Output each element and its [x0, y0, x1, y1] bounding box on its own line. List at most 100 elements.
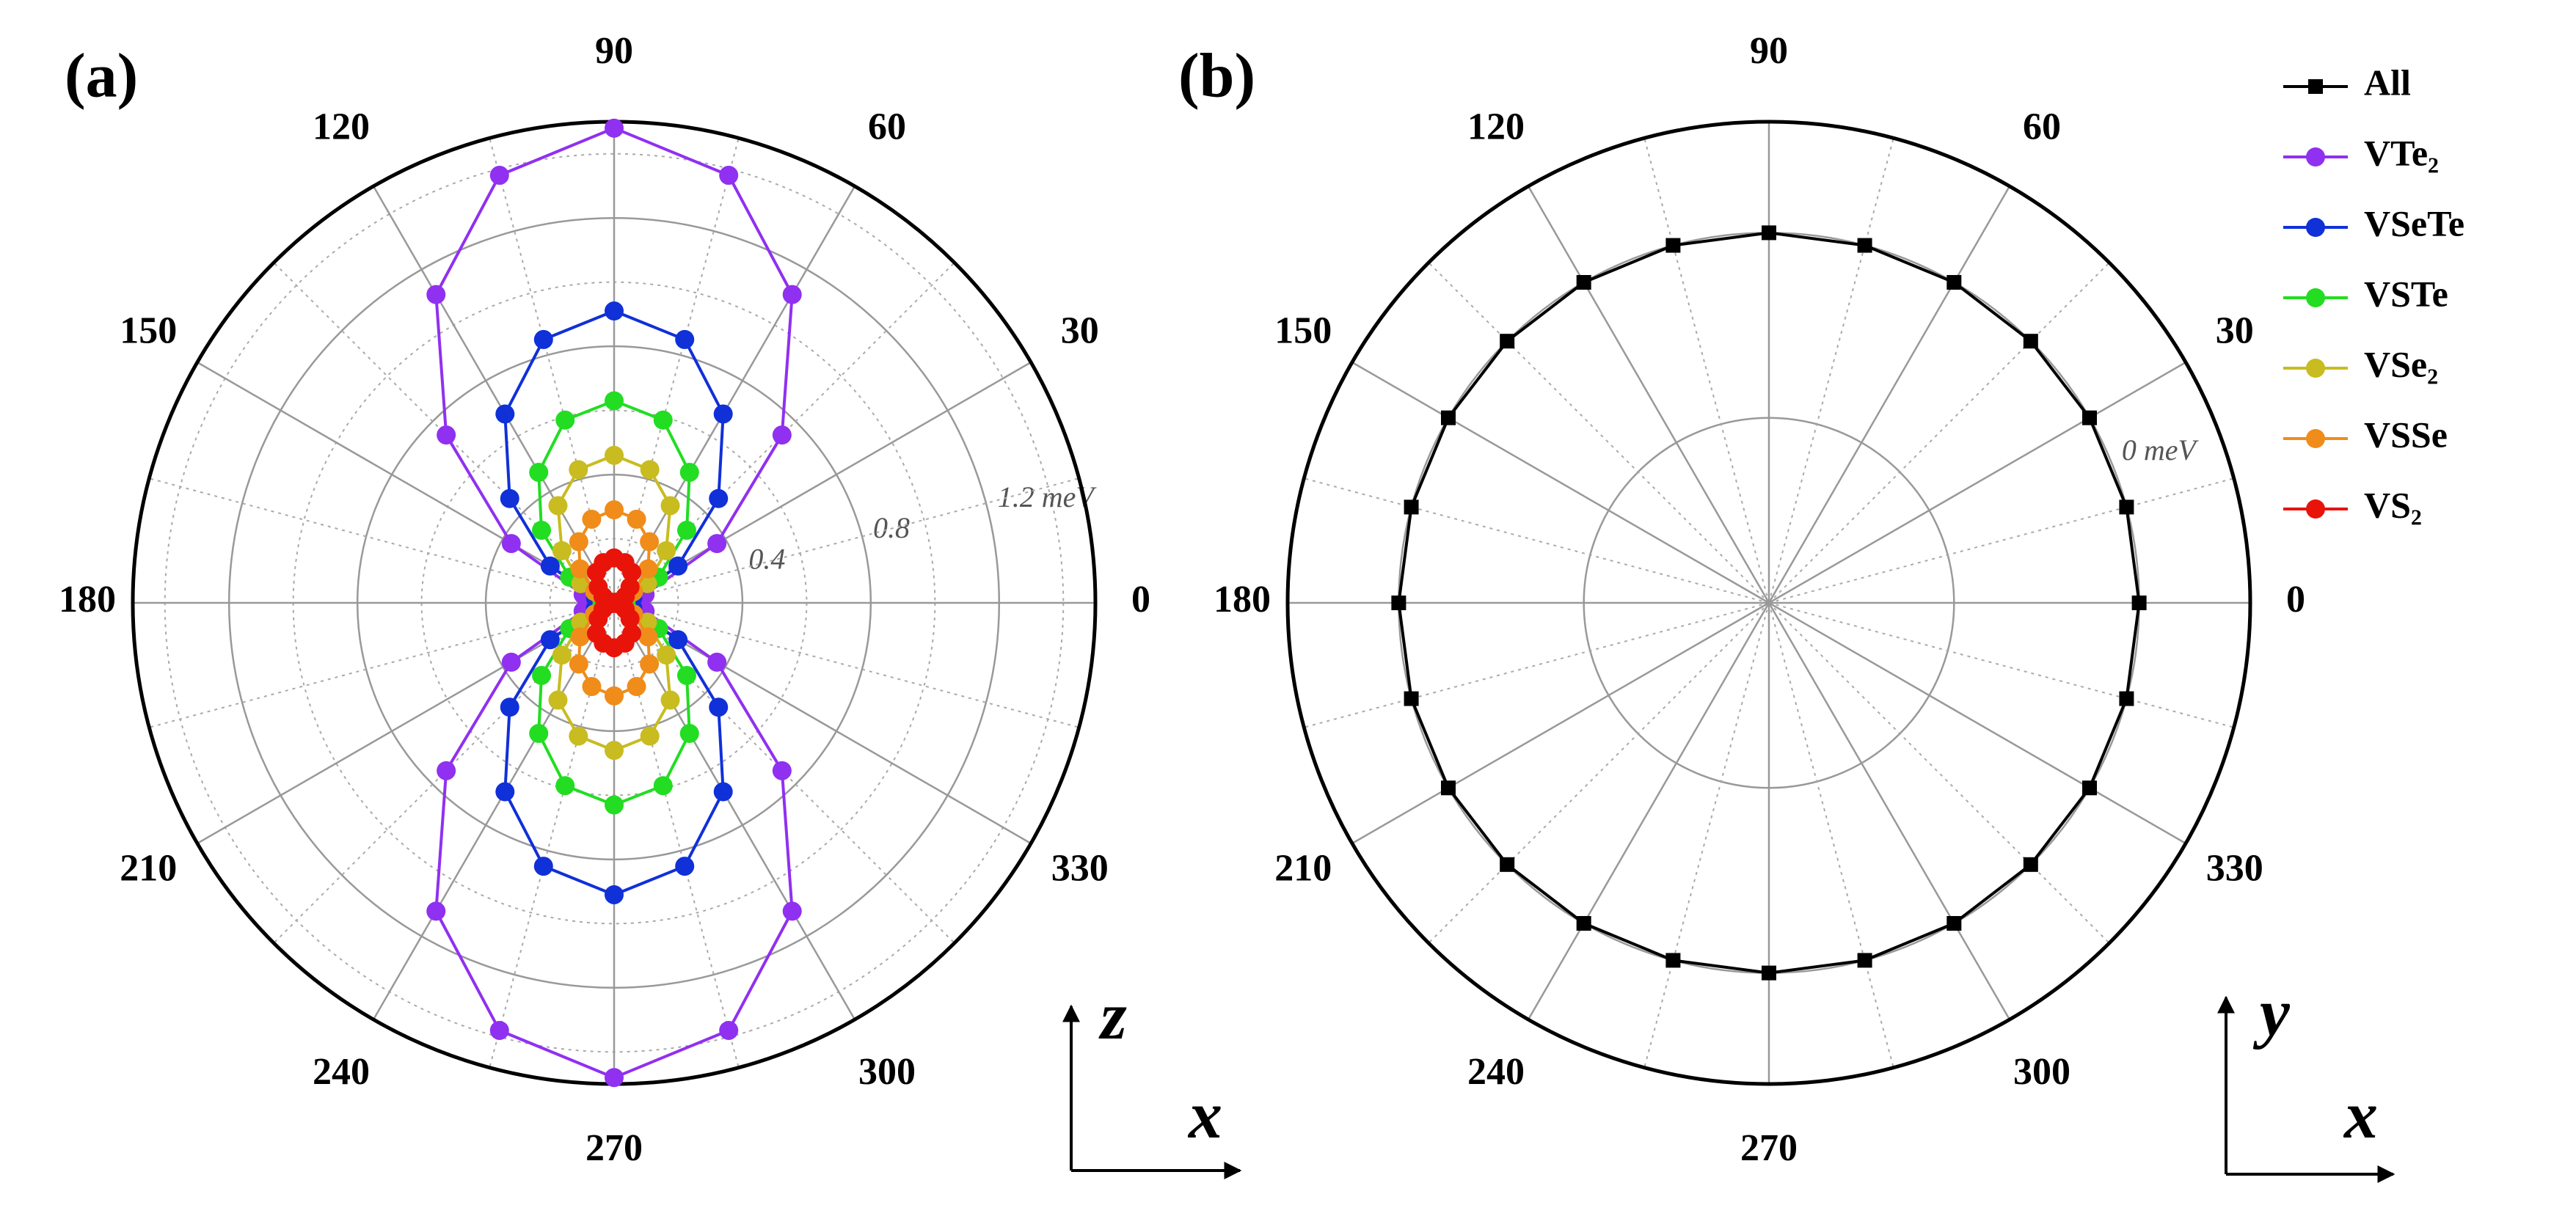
angle-tick-label: 270	[585, 1127, 643, 1169]
marker	[570, 627, 590, 647]
marker	[1665, 238, 1681, 253]
marker	[426, 901, 446, 921]
marker	[501, 652, 521, 672]
marker	[605, 686, 624, 706]
marker	[1576, 916, 1591, 931]
marker	[638, 627, 658, 647]
marker	[533, 857, 553, 876]
panel-label: (a)	[65, 40, 138, 111]
legend-marker	[2306, 499, 2325, 519]
marker	[607, 594, 627, 614]
marker	[1500, 857, 1515, 872]
marker	[640, 532, 660, 552]
marker	[605, 884, 624, 904]
marker	[1665, 953, 1681, 968]
marker	[1440, 410, 1456, 425]
marker	[772, 425, 792, 445]
marker	[679, 462, 699, 482]
minor-spoke	[1768, 477, 2234, 604]
marker	[676, 521, 696, 541]
minor-spoke	[1643, 138, 1770, 604]
marker	[676, 665, 696, 685]
minor-spoke	[1643, 602, 1770, 1068]
marker	[582, 677, 602, 697]
marker	[1576, 274, 1591, 290]
legend-label: VTe₂	[2364, 132, 2439, 173]
marker	[605, 1068, 624, 1088]
legend-marker	[2306, 288, 2325, 307]
axis-label: x	[1187, 1077, 1222, 1152]
spoke	[1527, 602, 1770, 1020]
minor-spoke	[613, 138, 740, 604]
marker	[668, 630, 688, 650]
marker	[657, 645, 676, 665]
spoke	[613, 186, 856, 604]
marker	[640, 460, 660, 480]
minor-spoke	[1768, 602, 1894, 1068]
spoke	[1767, 602, 2011, 1020]
minor-spoke	[149, 602, 615, 728]
marker	[1946, 916, 1962, 931]
marker	[605, 391, 624, 411]
spoke	[1351, 361, 1770, 604]
minor-spoke	[1304, 477, 1770, 604]
marker	[1391, 596, 1406, 610]
legend-marker	[2306, 218, 2325, 237]
minor-spoke	[613, 602, 740, 1068]
minor-spoke	[1428, 262, 1770, 604]
angle-tick-label: 180	[59, 579, 116, 620]
marker	[489, 166, 509, 186]
spoke	[613, 602, 856, 1020]
marker	[605, 741, 624, 761]
spoke	[1768, 601, 2186, 845]
angle-tick-label: 240	[313, 1051, 370, 1093]
spoke	[1768, 361, 2186, 604]
legend-label: VSTe	[2364, 273, 2448, 314]
marker	[1857, 238, 1872, 253]
marker	[552, 541, 572, 560]
polar-plot: 0 meV 0 30 60 90 120 150 180 210 240 270 300 330	[1214, 30, 2305, 1169]
marker	[2119, 691, 2134, 706]
marker	[540, 630, 560, 650]
marker	[1762, 965, 1776, 981]
marker	[605, 445, 624, 465]
radial-tick-label: 0.8	[873, 511, 910, 544]
marker	[569, 532, 588, 552]
angle-tick-label: 30	[1061, 310, 1099, 351]
marker	[552, 645, 572, 665]
marker	[540, 556, 560, 576]
minor-spoke	[1428, 602, 1770, 944]
angle-tick-label: 60	[868, 106, 906, 148]
legend: All VTe₂ VSeTe VSTe VSe₂ VSSe VS₂	[2283, 62, 2464, 525]
polar-plot: 0.40.81.2 meV030609012015018021024027030…	[59, 30, 1150, 1169]
marker	[660, 496, 680, 516]
marker	[2082, 780, 2098, 796]
marker	[719, 166, 739, 186]
marker	[437, 425, 456, 445]
angle-tick-label: 30	[2216, 310, 2254, 351]
angle-tick-label: 240	[1467, 1051, 1525, 1093]
marker	[657, 541, 676, 560]
marker	[501, 534, 521, 554]
marker	[2119, 499, 2134, 515]
marker	[627, 509, 646, 529]
legend-label: VSe₂	[2364, 343, 2438, 384]
marker	[588, 609, 608, 629]
marker	[1404, 499, 1419, 515]
panel-label: (b)	[1178, 40, 1255, 111]
marker	[713, 404, 733, 424]
angle-tick-label: 0	[1131, 579, 1150, 620]
marker	[605, 118, 624, 138]
angle-tick-label: 0	[2286, 579, 2305, 620]
marker	[2023, 334, 2038, 349]
minor-spoke	[1768, 138, 1894, 604]
angle-tick-label: 270	[1740, 1127, 1798, 1169]
minor-spoke	[489, 138, 615, 604]
marker	[495, 404, 515, 424]
angle-tick-label: 210	[1274, 847, 1332, 889]
marker	[582, 509, 602, 529]
marker	[500, 697, 519, 717]
marker	[638, 559, 658, 579]
angle-tick-label: 90	[1750, 30, 1788, 72]
minor-spoke	[613, 602, 1079, 728]
